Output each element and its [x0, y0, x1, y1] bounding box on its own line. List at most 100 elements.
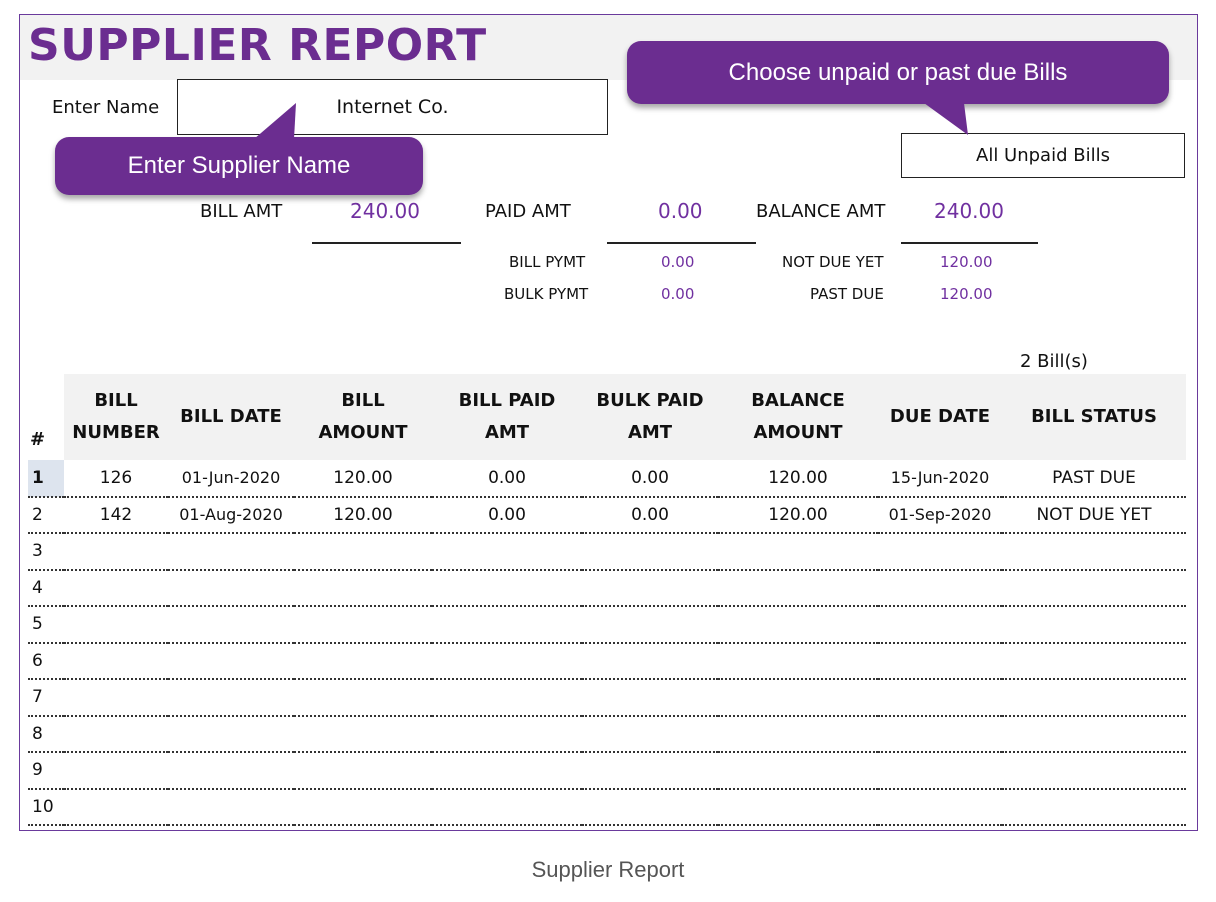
row-number-cell[interactable]: 5 [28, 606, 64, 644]
table-row[interactable]: 9 [28, 752, 1186, 790]
bill-status-cell[interactable] [1002, 679, 1186, 717]
bill-paid-amt-cell[interactable] [432, 569, 582, 607]
bill-status-cell[interactable]: NOT DUE YET [1002, 496, 1186, 534]
bill-date-cell[interactable]: 01-Jun-2020 [168, 460, 294, 498]
bill-status-cell[interactable] [1002, 788, 1186, 826]
due-date-cell[interactable] [878, 788, 1002, 826]
table-row[interactable]: 2 142 01-Aug-2020 120.00 0.00 0.00 120.00 01-Se… [28, 496, 1186, 534]
bill-date-cell[interactable] [168, 715, 294, 753]
row-number-cell[interactable]: 7 [28, 679, 64, 717]
table-row[interactable]: 5 [28, 606, 1186, 644]
due-date-cell[interactable] [878, 679, 1002, 717]
bill-amount-cell[interactable] [294, 679, 432, 717]
bulk-paid-amt-cell[interactable] [582, 533, 718, 571]
due-date-cell[interactable] [878, 642, 1002, 680]
row-number-cell[interactable]: 1 [28, 460, 64, 498]
bulk-paid-amt-cell[interactable] [582, 679, 718, 717]
bulk-paid-amt-cell[interactable]: 0.00 [582, 496, 718, 534]
bill-amount-cell[interactable]: 120.00 [294, 460, 432, 498]
bill-paid-amt-cell[interactable] [432, 606, 582, 644]
bulk-paid-amt-cell[interactable] [582, 788, 718, 826]
balance-amount-cell[interactable] [718, 715, 878, 753]
bill-amount-cell[interactable] [294, 715, 432, 753]
table-row[interactable]: 1 126 01-Jun-2020 120.00 0.00 0.00 120.00 15-Ju… [28, 460, 1186, 498]
balance-amount-cell[interactable]: 120.00 [718, 496, 878, 534]
row-number-cell[interactable]: 6 [28, 642, 64, 680]
table-row[interactable]: 10 [28, 788, 1186, 826]
row-number-cell[interactable]: 10 [28, 788, 64, 826]
bill-date-cell[interactable] [168, 752, 294, 790]
bill-number-cell[interactable] [64, 679, 168, 717]
bill-paid-amt-cell[interactable] [432, 752, 582, 790]
bill-paid-amt-cell[interactable]: 0.00 [432, 496, 582, 534]
row-number-cell[interactable]: 4 [28, 569, 64, 607]
bill-date-cell[interactable] [168, 788, 294, 826]
row-number-cell[interactable]: 9 [28, 752, 64, 790]
due-date-cell[interactable]: 01-Sep-2020 [878, 496, 1002, 534]
due-date-cell[interactable] [878, 606, 1002, 644]
bill-number-cell[interactable] [64, 788, 168, 826]
bill-number-cell[interactable] [64, 606, 168, 644]
due-date-cell[interactable] [878, 533, 1002, 571]
bill-amount-cell[interactable] [294, 788, 432, 826]
bulk-paid-amt-cell[interactable] [582, 569, 718, 607]
bill-status-cell[interactable] [1002, 569, 1186, 607]
balance-amount-cell[interactable] [718, 642, 878, 680]
bill-number-cell[interactable] [64, 569, 168, 607]
row-number-cell[interactable]: 8 [28, 715, 64, 753]
bill-date-cell[interactable]: 01-Aug-2020 [168, 496, 294, 534]
balance-amount-cell[interactable] [718, 679, 878, 717]
bill-date-cell[interactable] [168, 642, 294, 680]
bill-status-cell[interactable] [1002, 715, 1186, 753]
table-row[interactable]: 4 [28, 569, 1186, 607]
bill-number-cell[interactable] [64, 533, 168, 571]
bill-date-cell[interactable] [168, 679, 294, 717]
bill-amount-cell[interactable] [294, 533, 432, 571]
bill-number-cell[interactable] [64, 642, 168, 680]
supplier-name-input[interactable]: Internet Co. [177, 79, 608, 135]
balance-amount-cell[interactable] [718, 533, 878, 571]
table-row[interactable]: 3 [28, 533, 1186, 571]
bill-date-cell[interactable] [168, 606, 294, 644]
due-date-cell[interactable]: 15-Jun-2020 [878, 460, 1002, 498]
bill-number-cell[interactable]: 142 [64, 496, 168, 534]
bill-amount-cell[interactable] [294, 642, 432, 680]
bulk-paid-amt-cell[interactable] [582, 642, 718, 680]
bill-paid-amt-cell[interactable] [432, 642, 582, 680]
bill-paid-amt-cell[interactable] [432, 715, 582, 753]
bill-paid-amt-cell[interactable] [432, 788, 582, 826]
balance-amount-cell[interactable]: 120.00 [718, 460, 878, 498]
bulk-paid-amt-cell[interactable] [582, 715, 718, 753]
balance-amount-cell[interactable] [718, 788, 878, 826]
bill-status-cell[interactable]: PAST DUE [1002, 460, 1186, 498]
bill-paid-amt-cell[interactable] [432, 533, 582, 571]
bill-amount-cell[interactable] [294, 752, 432, 790]
bill-status-cell[interactable] [1002, 752, 1186, 790]
table-row[interactable]: 6 [28, 642, 1186, 680]
row-number-cell[interactable]: 2 [28, 496, 64, 534]
bill-status-cell[interactable] [1002, 642, 1186, 680]
bill-amount-cell[interactable] [294, 606, 432, 644]
bill-status-cell[interactable] [1002, 606, 1186, 644]
table-row[interactable]: 8 [28, 715, 1186, 753]
balance-amount-cell[interactable] [718, 606, 878, 644]
due-date-cell[interactable] [878, 569, 1002, 607]
balance-amount-cell[interactable] [718, 752, 878, 790]
due-date-cell[interactable] [878, 715, 1002, 753]
bill-amount-cell[interactable] [294, 569, 432, 607]
table-row[interactable]: 7 [28, 679, 1186, 717]
bill-filter-select[interactable]: All Unpaid Bills [901, 133, 1185, 178]
bill-number-cell[interactable] [64, 715, 168, 753]
bill-paid-amt-cell[interactable]: 0.00 [432, 460, 582, 498]
due-date-cell[interactable] [878, 752, 1002, 790]
row-number-cell[interactable]: 3 [28, 533, 64, 571]
balance-amount-cell[interactable] [718, 569, 878, 607]
bill-paid-amt-cell[interactable] [432, 679, 582, 717]
bill-date-cell[interactable] [168, 533, 294, 571]
bill-status-cell[interactable] [1002, 533, 1186, 571]
bill-number-cell[interactable]: 126 [64, 460, 168, 498]
bulk-paid-amt-cell[interactable] [582, 606, 718, 644]
bulk-paid-amt-cell[interactable]: 0.00 [582, 460, 718, 498]
bill-amount-cell[interactable]: 120.00 [294, 496, 432, 534]
bulk-paid-amt-cell[interactable] [582, 752, 718, 790]
